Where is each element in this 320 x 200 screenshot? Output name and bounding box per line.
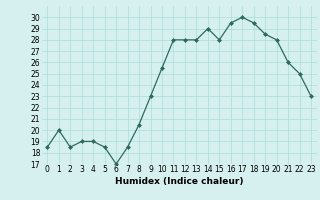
X-axis label: Humidex (Indice chaleur): Humidex (Indice chaleur): [115, 177, 244, 186]
